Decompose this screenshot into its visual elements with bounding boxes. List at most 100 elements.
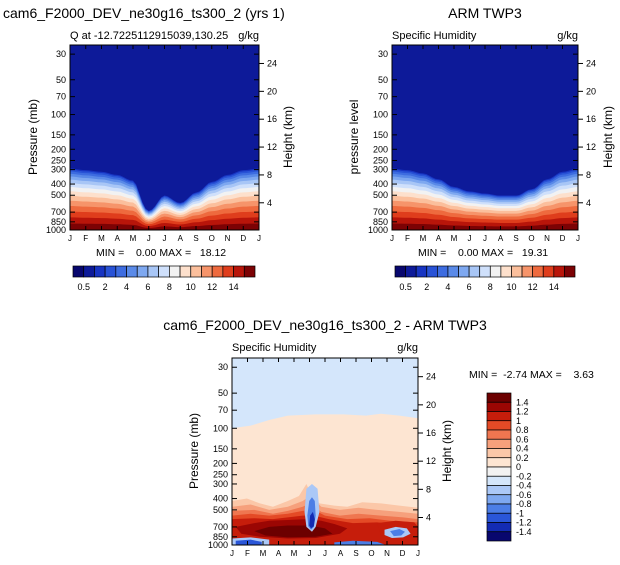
colorbar-label: -0.6 bbox=[516, 490, 532, 500]
colorbar-swatch bbox=[553, 265, 565, 278]
panel3-right-axis: 24 20 16 12 8 4 bbox=[418, 372, 436, 522]
colorbar-swatch bbox=[486, 485, 512, 496]
colorbar-swatch bbox=[486, 429, 512, 440]
colorbar-swatch bbox=[486, 401, 512, 412]
colorbar-label: 14 bbox=[229, 282, 239, 292]
y-tick-label: 500 bbox=[51, 190, 66, 200]
x-tick-label: J bbox=[468, 234, 472, 243]
panel1-ylabel: Pressure (mb) bbox=[26, 99, 40, 175]
y-tick-label: 200 bbox=[213, 458, 228, 468]
colorbar-label: 0.6 bbox=[516, 434, 529, 444]
panel2-field bbox=[392, 45, 578, 230]
panel2-colorbar: 0.5 2 4 6 8 10 12 14 bbox=[394, 265, 576, 292]
colorbar-swatch bbox=[136, 265, 149, 278]
panel1-title: cam6_F2000_DEV_ne30g16_ts300_2 (yrs 1) bbox=[3, 5, 285, 21]
y-tick-label: 150 bbox=[51, 130, 66, 140]
colorbar-swatch bbox=[233, 265, 245, 278]
right-tick-label: 12 bbox=[426, 456, 436, 466]
y-tick-label: 500 bbox=[373, 190, 388, 200]
colorbar-swatch bbox=[394, 265, 406, 278]
x-tick-label: J bbox=[163, 234, 167, 243]
right-tick-label: 8 bbox=[586, 170, 591, 180]
panel1-subtitle-left: Q at -12.7225112915039,130.25 bbox=[70, 30, 228, 42]
panel-difference: cam6_F2000_DEV_ne30g16_ts300_2 - ARM TWP… bbox=[163, 317, 594, 558]
x-tick-label: M bbox=[420, 234, 427, 243]
y-tick-label: 850 bbox=[51, 217, 66, 227]
x-tick-label: J bbox=[230, 549, 234, 558]
x-tick-label: S bbox=[513, 234, 518, 243]
colorbar-swatch bbox=[222, 265, 234, 278]
colorbar-swatch bbox=[72, 265, 85, 278]
colorbar-swatch bbox=[147, 265, 159, 278]
colorbar-swatch bbox=[211, 265, 224, 278]
panel-obs-q: ARM TWP3 Specific Humidity g/kg 30 50 70 10… bbox=[347, 5, 615, 292]
x-tick-label: M bbox=[260, 549, 267, 558]
y-tick-label: 70 bbox=[56, 92, 66, 102]
y-tick-label: 30 bbox=[56, 49, 66, 59]
colorbar-label: 1 bbox=[516, 416, 521, 426]
right-tick-label: 20 bbox=[267, 86, 277, 96]
y-tick-label: 300 bbox=[373, 165, 388, 175]
colorbar-label: 2 bbox=[424, 282, 429, 292]
y-tick-label: 250 bbox=[51, 155, 66, 165]
colorbar-label: 8 bbox=[488, 282, 493, 292]
panel3-colorbar: 1.41.210.80.60.40.20-0.2-0.4-0.6-0.8-1-1… bbox=[486, 392, 532, 542]
x-tick-label: A bbox=[436, 234, 442, 243]
right-tick-label: 24 bbox=[426, 372, 436, 382]
contour-band bbox=[309, 511, 315, 529]
y-tick-label: 500 bbox=[213, 505, 228, 515]
x-tick-label: J bbox=[68, 234, 72, 243]
y-tick-label: 1000 bbox=[46, 225, 66, 235]
panel1-stats: MIN = 0.00 MAX = 18.12 bbox=[96, 247, 226, 259]
panel2-stats: MIN = 0.00 MAX = 19.31 bbox=[418, 247, 548, 259]
colorbar-swatch bbox=[104, 265, 117, 278]
right-tick-label: 16 bbox=[586, 114, 596, 124]
x-tick-label: A bbox=[178, 234, 184, 243]
y-tick-label: 250 bbox=[373, 155, 388, 165]
x-tick-label: J bbox=[257, 234, 261, 243]
y-tick-label: 30 bbox=[218, 362, 228, 372]
panel3-ylabel-right: Height (km) bbox=[440, 420, 454, 482]
x-tick-label: A bbox=[276, 549, 282, 558]
colorbar-swatch bbox=[521, 265, 533, 278]
x-tick-label: A bbox=[498, 234, 504, 243]
x-tick-label: J bbox=[576, 234, 580, 243]
colorbar-swatch bbox=[486, 531, 512, 542]
panel2-units: g/kg bbox=[557, 30, 578, 42]
colorbar-swatch bbox=[542, 265, 555, 278]
x-tick-label: A bbox=[338, 549, 344, 558]
colorbar-swatch bbox=[486, 438, 512, 449]
panel1-field bbox=[70, 45, 259, 230]
y-tick-label: 150 bbox=[373, 130, 388, 140]
right-tick-label: 4 bbox=[586, 198, 591, 208]
x-tick-label: N bbox=[225, 234, 231, 243]
y-tick-label: 70 bbox=[378, 92, 388, 102]
x-tick-label: F bbox=[83, 234, 88, 243]
x-tick-label: S bbox=[193, 234, 198, 243]
colorbar-swatch bbox=[486, 475, 512, 486]
colorbar-swatch bbox=[415, 265, 428, 278]
colorbar-label: 10 bbox=[506, 282, 516, 292]
y-tick-label: 300 bbox=[51, 165, 66, 175]
x-tick-label: J bbox=[308, 549, 312, 558]
x-tick-label: D bbox=[560, 234, 566, 243]
colorbar-label: -0.2 bbox=[516, 471, 532, 481]
colorbar-label: 6 bbox=[145, 282, 150, 292]
panel2-right-axis: 24 20 16 12 8 4 bbox=[578, 58, 596, 208]
y-tick-label: 50 bbox=[56, 75, 66, 85]
colorbar-swatch bbox=[468, 265, 481, 278]
colorbar-swatch bbox=[458, 265, 470, 278]
y-tick-label: 50 bbox=[378, 75, 388, 85]
colorbar-swatch bbox=[532, 265, 544, 278]
colorbar-swatch bbox=[94, 265, 106, 278]
colorbar-swatch bbox=[426, 265, 438, 278]
colorbar-label: 1.4 bbox=[516, 397, 529, 407]
y-tick-label: 200 bbox=[373, 144, 388, 154]
colorbar-swatch bbox=[486, 503, 512, 514]
x-tick-label: M bbox=[291, 549, 298, 558]
y-tick-label: 700 bbox=[213, 522, 228, 532]
panel1-ylabel-right: Height (km) bbox=[281, 106, 295, 168]
colorbar-label: 0.5 bbox=[77, 282, 90, 292]
y-tick-label: 30 bbox=[378, 49, 388, 59]
